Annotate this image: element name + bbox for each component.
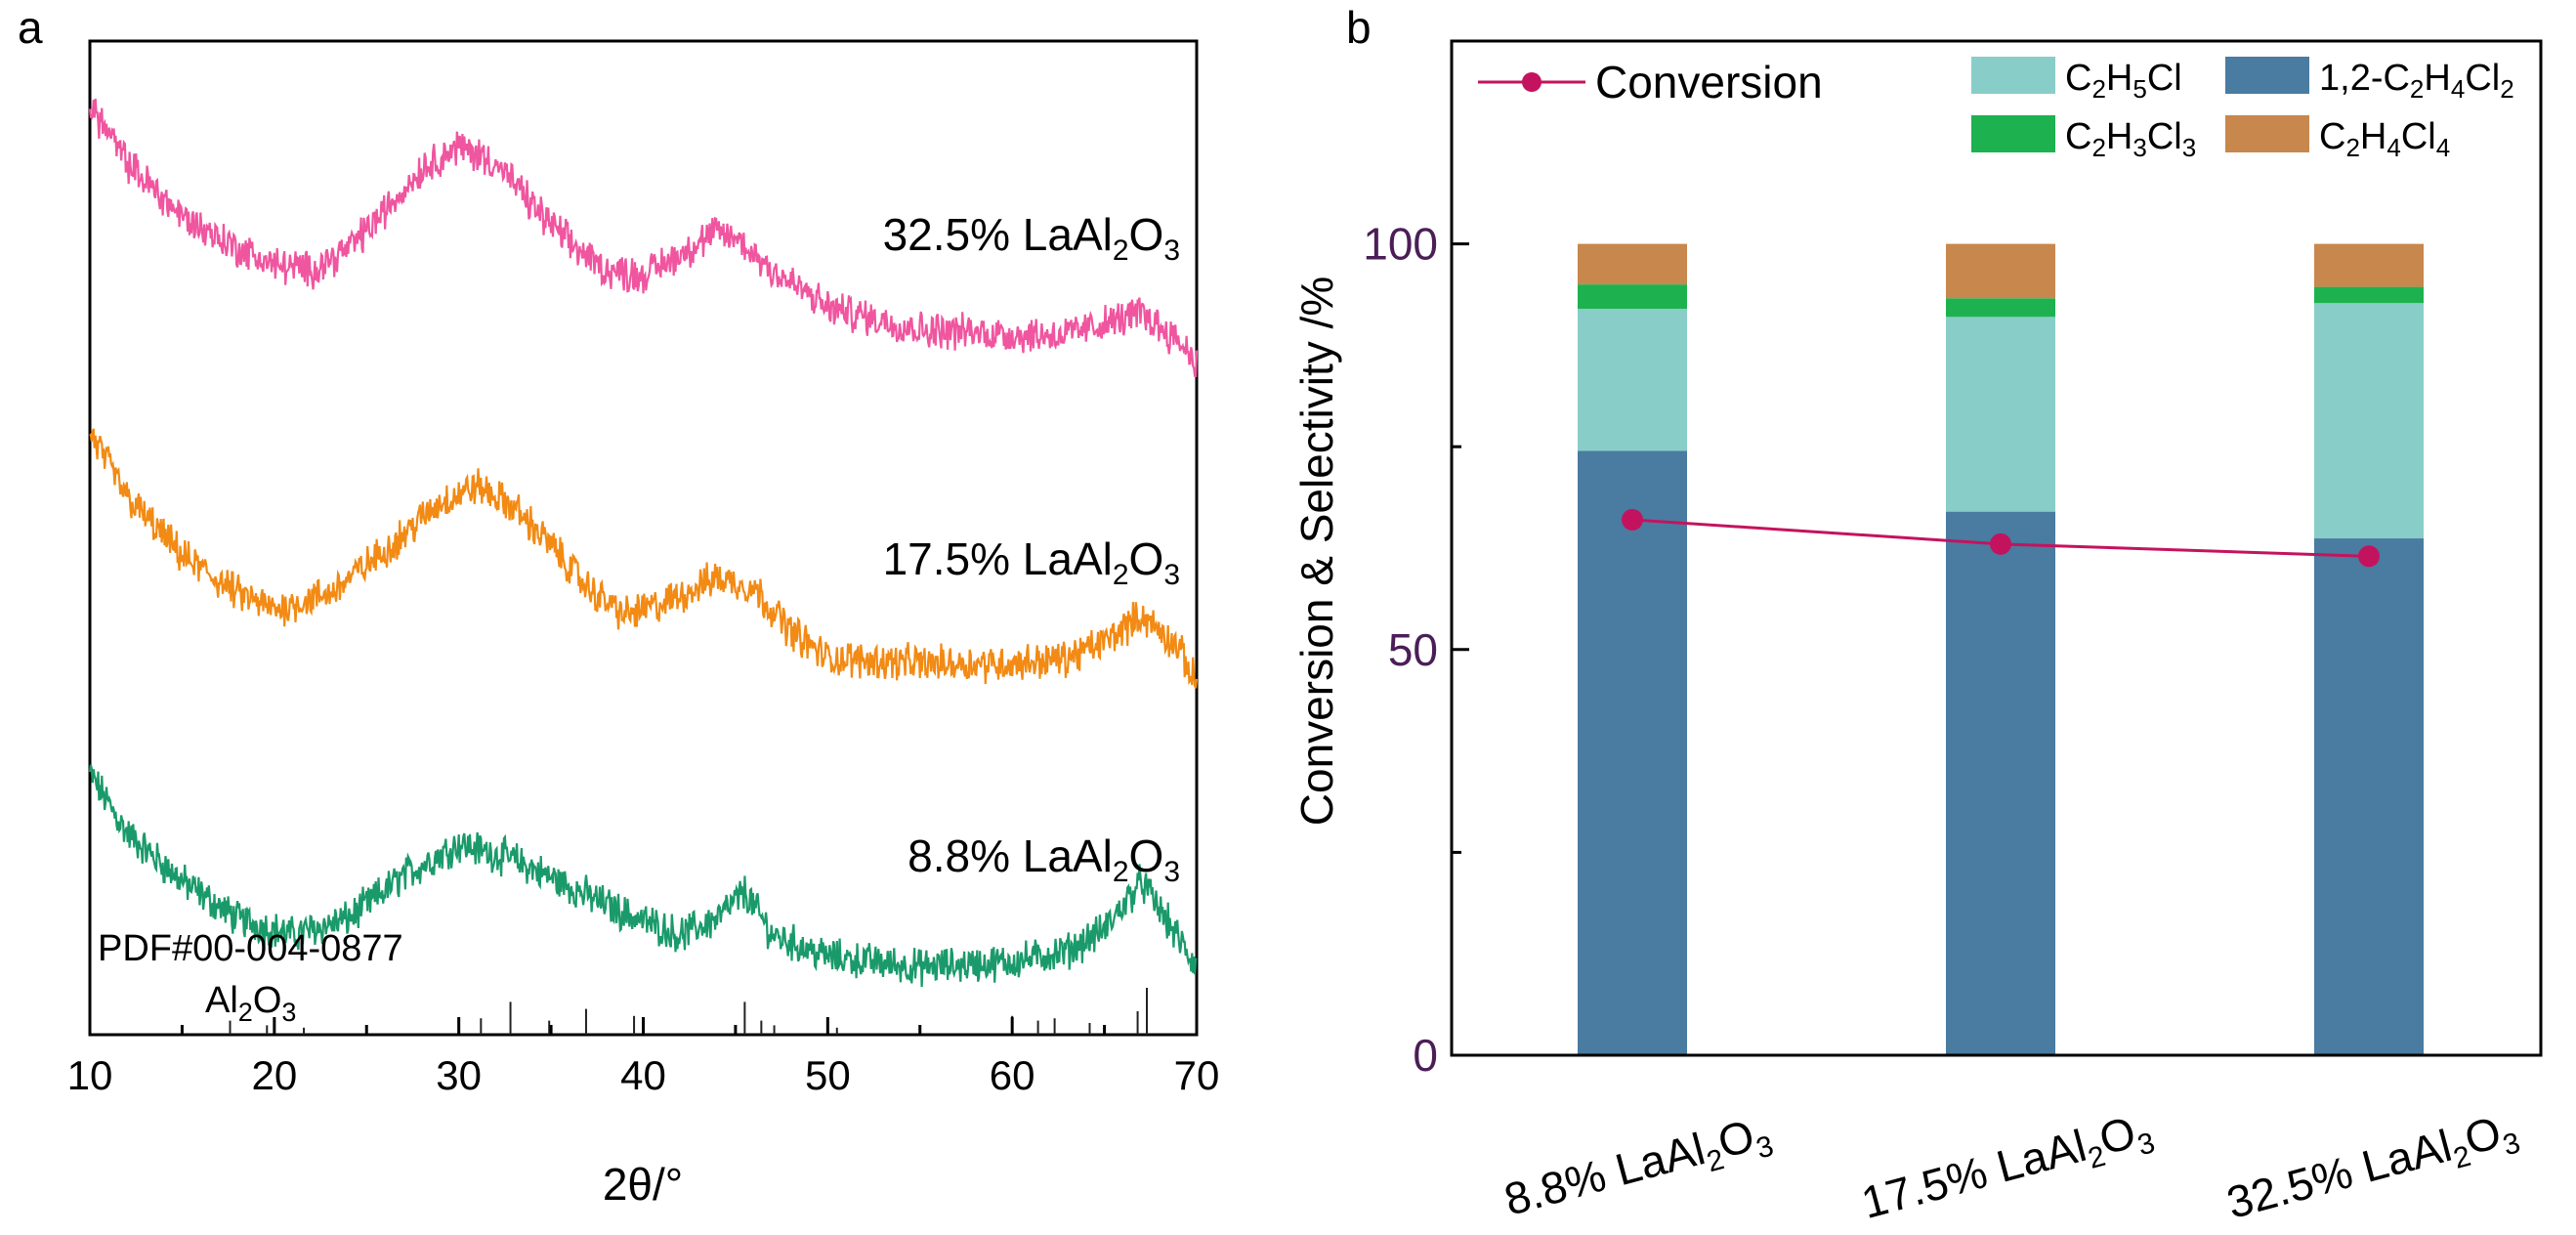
bar-segment (1578, 243, 1687, 285)
bar-segment (1946, 243, 2055, 299)
bar-segment (1578, 450, 1687, 1055)
legend-swatch-dce (2225, 57, 2309, 94)
x-tick-label: 40 (620, 1052, 666, 1098)
category-label-8-8: 8.8% LaAl2O3 (1499, 1105, 1777, 1231)
x-tick-label: 30 (436, 1052, 482, 1098)
x-tick-label: 20 (251, 1052, 297, 1098)
x-axis-title: 2θ/° (603, 1159, 683, 1210)
bar-segment (2314, 303, 2424, 539)
legend-conversion-marker (1522, 72, 1541, 92)
y-tick-label: 100 (1363, 219, 1438, 270)
conversion-line (1622, 508, 2380, 568)
reference-phase-label: Al2O3 (205, 980, 296, 1027)
panel-label-a: a (18, 2, 43, 53)
conversion-point (1622, 508, 1643, 531)
bar-segment (2314, 243, 2424, 287)
y-axis-ticks: 0 50 100 (1363, 39, 1469, 1081)
legend-label-c2h3cl3: C2H3Cl3 (2065, 116, 2196, 162)
x-tick-label: 50 (805, 1052, 851, 1098)
conversion-point (2358, 545, 2380, 568)
stacked-bars (1578, 243, 2424, 1055)
bar-segment (1578, 309, 1687, 451)
label-17-5: 17.5% LaAl2O3 (883, 533, 1180, 591)
bar-segment (2314, 286, 2424, 304)
legend: Conversion C2H5Cl 1,2-C2H4Cl2 C2H3Cl3 C2… (1478, 57, 2514, 162)
legend-label-dce: 1,2-C2H4Cl2 (2319, 58, 2514, 104)
label-32-5: 32.5% LaAl2O3 (883, 209, 1180, 267)
bar-segment (2314, 538, 2424, 1055)
bar-segment (1946, 511, 2055, 1055)
legend-swatch-c2h4cl4 (2225, 115, 2309, 152)
bar-segment (1946, 317, 2055, 512)
y-tick-label: 50 (1388, 624, 1438, 675)
category-label-17-5: 17.5% LaAl2O3 (1856, 1102, 2158, 1235)
xrd-curve (89, 428, 1199, 689)
conversion-point (1990, 532, 2011, 555)
category-label-32-5: 32.5% LaAl2O3 (2221, 1102, 2523, 1235)
y-axis-title: Conversion & Selectivity /% (1291, 277, 1342, 826)
legend-conversion-label: Conversion (1595, 57, 1823, 107)
label-8-8: 8.8% LaAl2O3 (908, 830, 1180, 888)
legend-swatch-c2h5cl (1971, 57, 2055, 94)
bar-segment (1578, 284, 1687, 310)
x-tick-label: 60 (990, 1052, 1035, 1098)
legend-label-c2h5cl: C2H5Cl (2065, 58, 2182, 104)
x-tick-label: 10 (67, 1052, 113, 1098)
y-tick-label: 0 (1413, 1030, 1438, 1081)
xrd-curves (88, 99, 1199, 988)
legend-swatch-c2h3cl3 (1971, 115, 2055, 152)
x-axis-ticks: 10 20 30 40 50 60 70 (67, 1017, 1220, 1098)
panel-label-b: b (1346, 2, 1372, 53)
bar-plot-frame (1450, 39, 2543, 1057)
xrd-curve (88, 764, 1198, 988)
panel-b-bar-chart: 0 50 100 Conversion & Selectivity /% 8.8% … (1291, 39, 2543, 1235)
panel-a-xrd-plot: 10 20 30 40 50 60 70 32.5% LaAl2O3 17.5% LaAl2… (67, 39, 1220, 1210)
bar-segment (1946, 298, 2055, 318)
legend-label-c2h4cl4: C2H4Cl4 (2319, 116, 2450, 162)
xrd-curve (88, 99, 1199, 378)
reference-card-label: PDF#00-004-0877 (98, 928, 403, 969)
x-tick-label: 70 (1174, 1052, 1220, 1098)
